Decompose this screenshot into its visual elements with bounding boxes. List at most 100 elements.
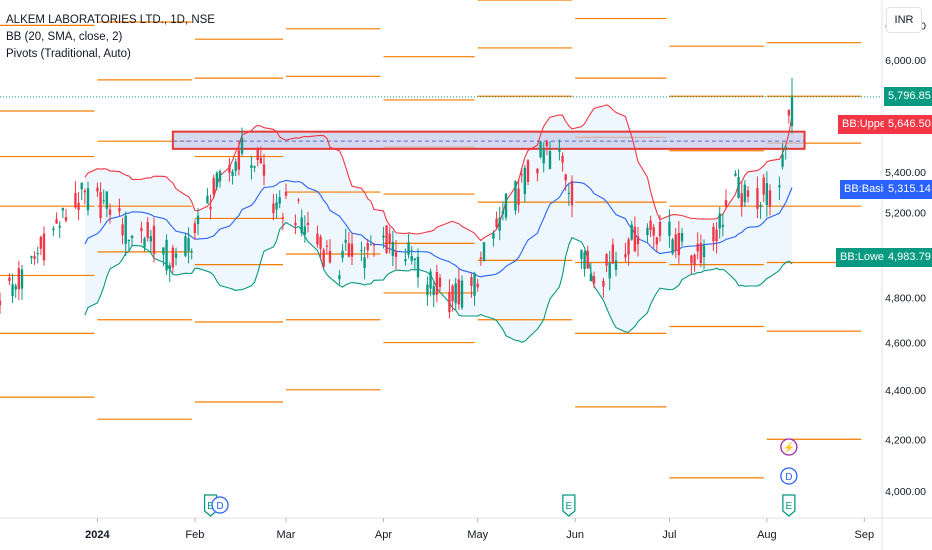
candle-body (124, 215, 127, 244)
candle-body (33, 256, 36, 259)
candle-body (765, 183, 769, 206)
dividend-event-label: D (785, 472, 792, 483)
candle-body (416, 256, 420, 278)
candle-body (0, 300, 2, 306)
candle-body (143, 238, 146, 248)
candle-body (756, 188, 759, 209)
pivots-indicator-label[interactable]: Pivots (Traditional, Auto) (6, 48, 131, 60)
candle-body (206, 195, 209, 204)
earnings-event-label: E (207, 501, 214, 512)
split-event-label: ⚡ (783, 441, 795, 454)
last-price-tag: 5,796.85 (884, 87, 932, 107)
candle-body (17, 268, 21, 290)
earnings-event-marker: E (782, 494, 796, 517)
candle-body (558, 148, 561, 152)
bb-indicator-label[interactable]: BB (20, SMA, close, 2) (6, 31, 123, 43)
bb-lower-value-tag: 4,983.79 (884, 247, 932, 267)
candle-body (360, 250, 363, 252)
candle-body (140, 227, 143, 232)
candle-body (762, 177, 765, 195)
candle-body (693, 254, 696, 266)
candle-body (8, 277, 11, 281)
candle-body (520, 174, 523, 176)
candle-body (561, 155, 564, 163)
candle-body (482, 242, 486, 261)
y-tick-label: 5,400.00 (885, 167, 926, 179)
candle-body (646, 227, 649, 236)
candle-body (253, 166, 256, 168)
candle-body (787, 109, 791, 116)
candle-body (451, 285, 454, 302)
candle-body (102, 200, 105, 202)
symbol-title[interactable]: ALKEM LABORATORIES LTD., 1D, NSE (6, 14, 215, 26)
candle-body (231, 171, 234, 176)
bb-lower-label-tag: BB:Lower (836, 247, 892, 267)
candle-body (234, 161, 237, 171)
candle-body (404, 259, 407, 262)
candle-body (30, 256, 33, 258)
candle-body (680, 233, 684, 242)
candle-body (501, 211, 505, 215)
candle-body (350, 243, 354, 257)
candle-body (740, 193, 743, 207)
candle-body (526, 160, 530, 182)
candle-body (162, 247, 165, 255)
split-event-shape (780, 438, 798, 456)
candle-body (215, 172, 219, 188)
candle-body (655, 237, 659, 245)
currency-button[interactable]: INR (886, 7, 922, 33)
candle-body (473, 273, 476, 296)
candle-body (504, 193, 508, 218)
candle-body (768, 190, 772, 207)
candle-body (448, 291, 451, 313)
candle-body (190, 251, 193, 253)
candle-body (570, 180, 574, 206)
candle-body (677, 232, 681, 256)
candle-body (426, 284, 429, 296)
candle-body (438, 277, 442, 287)
y-tick-label: 4,800.00 (885, 292, 926, 304)
candle-body (583, 252, 586, 270)
candle-body (278, 197, 281, 204)
chart-legend: ALKEM LABORATORIES LTD., 1D, NSE BB (20,… (6, 12, 215, 63)
candle-body (460, 280, 464, 308)
candle-body (209, 206, 212, 210)
candle-body (614, 260, 618, 270)
candle-body (721, 224, 725, 227)
candle-body (432, 286, 435, 296)
candle-body (658, 222, 662, 237)
candle-body (394, 251, 398, 257)
candle-body (300, 217, 303, 234)
candle-body (633, 226, 637, 252)
candle-body (564, 174, 567, 181)
x-tick-label: Aug (757, 529, 777, 541)
candle-body (256, 148, 259, 160)
candle-body (196, 215, 200, 225)
candle-body (388, 233, 391, 245)
candle-body (372, 244, 376, 246)
candle-body (80, 182, 83, 190)
price-axis (882, 0, 932, 550)
candle-body (624, 254, 627, 258)
candle-body (171, 247, 175, 268)
candle-body (127, 239, 131, 241)
candle-body (517, 188, 520, 205)
candle-body (391, 242, 395, 256)
bb-basis-value-tag: 5,315.14 (884, 179, 932, 199)
candle-body (303, 226, 307, 235)
earnings-event-shape (562, 494, 576, 517)
candle-body (784, 147, 787, 149)
candle-body (118, 208, 121, 212)
candle-body (674, 234, 677, 251)
candle-body (548, 150, 552, 169)
candle-body (325, 245, 329, 247)
candle-body (589, 273, 593, 282)
candle-body (237, 150, 241, 170)
candle-body (284, 191, 288, 196)
candle-body (781, 154, 784, 167)
candle-body (74, 192, 77, 208)
candle-body (539, 141, 542, 158)
candle-body (627, 239, 630, 255)
candle-body (536, 168, 539, 174)
